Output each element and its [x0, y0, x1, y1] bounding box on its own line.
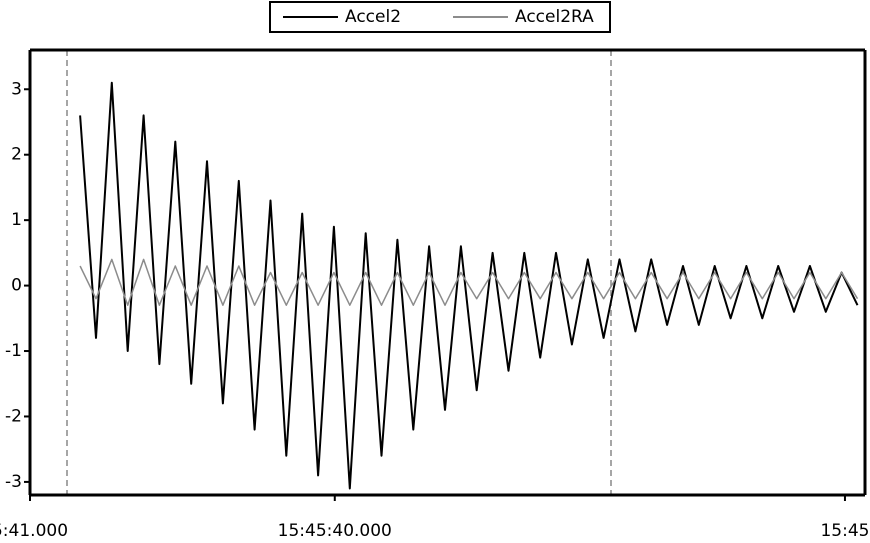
legend-label: Accel2RA [515, 7, 594, 27]
y-tick-label: -1 [5, 341, 22, 361]
y-tick-label: 3 [11, 79, 22, 99]
y-tick-label: 0 [11, 276, 22, 296]
legend-label: Accel2 [345, 7, 401, 27]
x-tick-label: 15:45:40.000 [278, 521, 392, 541]
data-line [79, 258, 859, 306]
data-line [79, 81, 859, 490]
y-tick-label: -3 [5, 472, 22, 492]
y-tick-label: 2 [11, 145, 22, 165]
y-tick-label: -2 [5, 406, 22, 426]
y-tick-label: 1 [11, 210, 22, 230]
x-tick-label: 15:45 [820, 521, 869, 541]
x-tick-label: 5:41.000 [0, 521, 68, 541]
